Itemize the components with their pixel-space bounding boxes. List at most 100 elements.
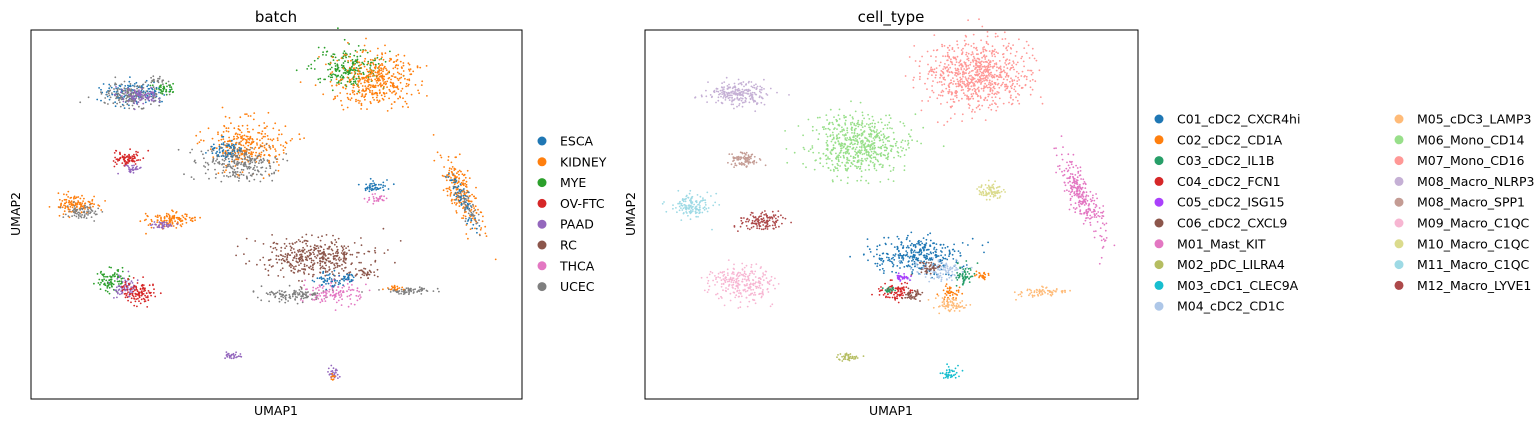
scatter-point bbox=[365, 87, 368, 90]
scatter-point bbox=[987, 62, 990, 65]
scatter-point bbox=[190, 176, 193, 179]
scatter-point bbox=[129, 156, 132, 159]
scatter-point bbox=[973, 82, 975, 85]
scatter-point bbox=[100, 270, 102, 273]
scatter-point bbox=[128, 293, 131, 296]
scatter-point bbox=[754, 110, 757, 113]
scatter-point bbox=[975, 71, 977, 74]
scatter-point bbox=[447, 176, 450, 179]
scatter-point bbox=[382, 80, 384, 82]
scatter-point bbox=[282, 294, 284, 296]
scatter-point bbox=[301, 268, 303, 270]
scatter-point bbox=[310, 259, 313, 262]
scatter-point bbox=[163, 216, 166, 218]
scatter-point bbox=[407, 85, 409, 87]
scatter-point bbox=[936, 97, 939, 100]
scatter-point bbox=[918, 65, 921, 68]
scatter-point bbox=[239, 116, 242, 119]
scatter-point bbox=[400, 76, 403, 79]
scatter-point bbox=[954, 71, 957, 74]
scatter-point bbox=[316, 254, 319, 257]
scatter-point bbox=[116, 291, 119, 294]
scatter-point bbox=[738, 103, 741, 105]
scatter-point bbox=[224, 150, 227, 153]
scatter-point bbox=[466, 189, 468, 192]
scatter-point bbox=[399, 95, 401, 98]
scatter-point bbox=[418, 92, 420, 95]
scatter-point bbox=[333, 375, 336, 378]
scatter-point bbox=[457, 185, 460, 188]
scatter-point bbox=[391, 92, 393, 94]
scatter-point bbox=[987, 59, 990, 62]
scatter-point bbox=[229, 357, 231, 359]
scatter-point bbox=[296, 292, 299, 294]
scatter-point bbox=[145, 296, 148, 299]
scatter-point bbox=[220, 147, 223, 149]
scatter-point bbox=[280, 295, 282, 298]
scatter-point bbox=[397, 97, 399, 100]
scatter-point bbox=[135, 168, 138, 171]
scatter-point bbox=[229, 355, 232, 358]
scatter-point bbox=[345, 278, 348, 281]
scatter-point bbox=[147, 290, 150, 292]
scatter-point bbox=[244, 158, 246, 161]
scatter-point bbox=[147, 99, 150, 101]
scatter-point bbox=[966, 98, 968, 100]
scatter-point bbox=[48, 206, 51, 208]
scatter-point bbox=[396, 59, 399, 61]
scatter-point bbox=[168, 90, 171, 93]
scatter-point bbox=[454, 192, 457, 195]
scatter-point bbox=[326, 247, 329, 250]
scatter-point bbox=[479, 234, 481, 237]
scatter-point bbox=[110, 86, 113, 89]
scatter-point bbox=[138, 300, 140, 303]
scatter-point bbox=[353, 242, 356, 244]
scatter-point bbox=[242, 163, 245, 166]
scatter-point bbox=[299, 290, 302, 293]
scatter-point bbox=[65, 201, 68, 204]
scatter-point bbox=[970, 70, 973, 72]
scatter-point bbox=[244, 146, 246, 149]
scatter-point bbox=[1035, 59, 1038, 62]
scatter-point bbox=[946, 70, 949, 73]
scatter-point bbox=[276, 243, 279, 245]
scatter-point bbox=[970, 74, 972, 77]
scatter-point bbox=[343, 38, 346, 41]
scatter-point bbox=[305, 288, 307, 291]
scatter-point bbox=[975, 91, 977, 94]
scatter-point bbox=[258, 160, 261, 162]
scatter-point bbox=[954, 67, 957, 70]
scatter-point bbox=[380, 67, 383, 70]
scatter-point bbox=[277, 255, 280, 258]
scatter-point bbox=[79, 101, 82, 104]
scatter-point bbox=[269, 293, 272, 296]
scatter-point bbox=[955, 61, 958, 63]
scatter-point bbox=[269, 245, 272, 248]
scatter-point bbox=[279, 269, 282, 271]
scatter-point bbox=[360, 108, 362, 110]
scatter-point bbox=[223, 171, 226, 174]
scatter-point bbox=[946, 101, 949, 104]
scatter-point bbox=[104, 97, 107, 99]
scatter-point bbox=[990, 71, 993, 74]
scatter-point bbox=[250, 151, 253, 153]
scatter-point bbox=[400, 288, 403, 291]
scatter-point bbox=[115, 289, 117, 292]
scatter-point bbox=[977, 100, 980, 103]
scatter-point bbox=[132, 171, 135, 174]
scatter-point bbox=[393, 76, 396, 78]
scatter-point bbox=[228, 171, 231, 174]
scatter-point bbox=[944, 55, 947, 58]
scatter-point bbox=[342, 76, 345, 79]
scatter-point bbox=[115, 158, 118, 161]
scatter-point bbox=[225, 145, 228, 147]
scatter-point bbox=[963, 80, 965, 83]
scatter-point bbox=[150, 226, 153, 229]
scatter-point bbox=[169, 223, 172, 226]
scatter-point bbox=[126, 296, 129, 299]
scatter-point bbox=[726, 93, 729, 95]
scatter-point bbox=[142, 293, 145, 295]
scatter-point bbox=[295, 257, 298, 260]
scatter-point bbox=[337, 292, 340, 295]
scatter-point bbox=[131, 292, 134, 295]
